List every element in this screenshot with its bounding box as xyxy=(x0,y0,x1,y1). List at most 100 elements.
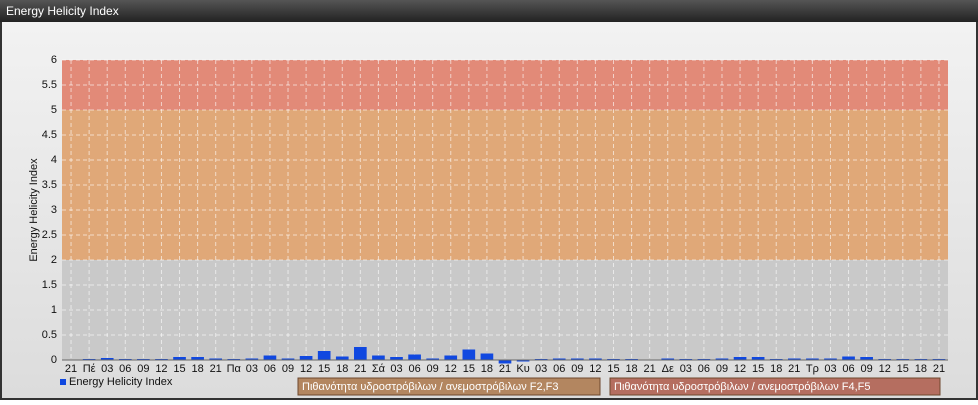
y-tick-label: 0.5 xyxy=(42,329,57,341)
x-tick-label: 09 xyxy=(137,363,149,375)
bar xyxy=(100,358,114,360)
x-tick-label: 12 xyxy=(734,363,746,375)
x-tick-label: 03 xyxy=(824,363,836,375)
bar xyxy=(516,360,530,362)
x-tick-label: 18 xyxy=(625,363,637,375)
x-tick-label: Πέ xyxy=(83,363,96,375)
x-tick-label: 18 xyxy=(336,363,348,375)
x-tick-label: 06 xyxy=(408,363,420,375)
bar xyxy=(715,358,729,360)
x-tick-label: Πα xyxy=(227,363,242,375)
y-tick-label: 0 xyxy=(51,354,57,366)
bar xyxy=(570,358,584,360)
x-tick-label: 03 xyxy=(680,363,692,375)
bar xyxy=(317,351,331,360)
bar xyxy=(751,357,765,360)
x-tick-label: 21 xyxy=(210,363,222,375)
bar xyxy=(354,347,367,360)
x-tick-label: Κυ xyxy=(516,363,529,375)
bar xyxy=(661,358,675,360)
x-tick-label: Τρ xyxy=(806,363,819,375)
x-tick-label: 12 xyxy=(589,363,601,375)
x-tick-label: Σά xyxy=(372,363,386,375)
bar xyxy=(191,357,204,360)
bar xyxy=(462,349,476,360)
x-tick-label: 18 xyxy=(481,363,493,375)
bar xyxy=(806,358,819,360)
bar xyxy=(860,357,873,360)
y-tick-label: 5.5 xyxy=(42,79,57,91)
y-tick-label: 4.5 xyxy=(42,129,57,141)
x-tick-label: 21 xyxy=(644,363,656,375)
x-tick-label: 06 xyxy=(553,363,565,375)
y-tick-label: 2 xyxy=(51,254,57,266)
x-tick-label: 09 xyxy=(427,363,439,375)
bar xyxy=(552,358,566,360)
bar xyxy=(390,357,403,360)
bar xyxy=(408,354,421,360)
bar xyxy=(335,356,349,360)
x-tick-label: 06 xyxy=(119,363,131,375)
x-tick-label: 09 xyxy=(861,363,873,375)
legend-band-label: Πιθανότητα υδροστρόβιλων / ανεμοστρόβιλω… xyxy=(614,381,871,393)
y-tick-label: 2.5 xyxy=(42,229,57,241)
x-tick-label: 15 xyxy=(607,363,619,375)
x-tick-label: 18 xyxy=(770,363,782,375)
y-tick-label: 6 xyxy=(51,54,57,66)
x-tick-label: 06 xyxy=(698,363,710,375)
x-tick-label: 03 xyxy=(246,363,258,375)
x-tick-label: 06 xyxy=(842,363,854,375)
x-tick-label: 21 xyxy=(499,363,511,375)
legend-swatch xyxy=(60,379,66,385)
bar xyxy=(444,355,458,360)
bar xyxy=(426,358,440,360)
bar xyxy=(245,358,259,360)
bar xyxy=(733,357,747,360)
x-tick-label: 15 xyxy=(318,363,330,375)
y-tick-label: 1 xyxy=(51,304,57,316)
y-tick-label: 3.5 xyxy=(42,179,57,191)
bar xyxy=(281,358,295,360)
x-tick-label: 21 xyxy=(933,363,945,375)
y-tick-label: 5 xyxy=(51,104,57,116)
legend-band-box xyxy=(297,377,601,396)
bar xyxy=(173,357,186,360)
bar xyxy=(842,356,855,360)
x-tick-label: Δε xyxy=(662,363,674,375)
bar xyxy=(824,358,837,360)
x-tick-label: 03 xyxy=(390,363,402,375)
bar xyxy=(480,353,494,360)
x-tick-label: 03 xyxy=(535,363,547,375)
y-tick-label: 3 xyxy=(51,204,57,216)
x-tick-label: 21 xyxy=(788,363,800,375)
x-tick-label: 15 xyxy=(463,363,475,375)
x-tick-label: 09 xyxy=(571,363,583,375)
bar xyxy=(787,358,801,360)
x-tick-label: 18 xyxy=(191,363,203,375)
bar xyxy=(372,355,385,360)
bar xyxy=(263,355,277,360)
y-tick-label: 4 xyxy=(51,154,57,166)
x-tick-label: 09 xyxy=(282,363,294,375)
bar xyxy=(589,358,602,360)
y-axis-label: Energy Helicity Index xyxy=(28,158,40,262)
bar xyxy=(498,360,512,364)
window-header xyxy=(0,0,978,22)
x-tick-label: 06 xyxy=(264,363,276,375)
x-tick-label: 12 xyxy=(445,363,457,375)
legend-band-box xyxy=(609,377,941,396)
bar xyxy=(209,358,223,360)
legend-label: Energy Helicity Index xyxy=(69,376,173,388)
x-tick-label: 15 xyxy=(897,363,909,375)
x-tick-label: 15 xyxy=(752,363,764,375)
bar xyxy=(299,356,313,360)
x-tick-label: 12 xyxy=(879,363,891,375)
x-tick-label: 18 xyxy=(915,363,927,375)
y-tick-label: 1.5 xyxy=(42,279,57,291)
x-tick-label: 03 xyxy=(101,363,113,375)
x-tick-label: 15 xyxy=(173,363,185,375)
x-tick-label: 12 xyxy=(155,363,167,375)
x-tick-label: 12 xyxy=(300,363,312,375)
